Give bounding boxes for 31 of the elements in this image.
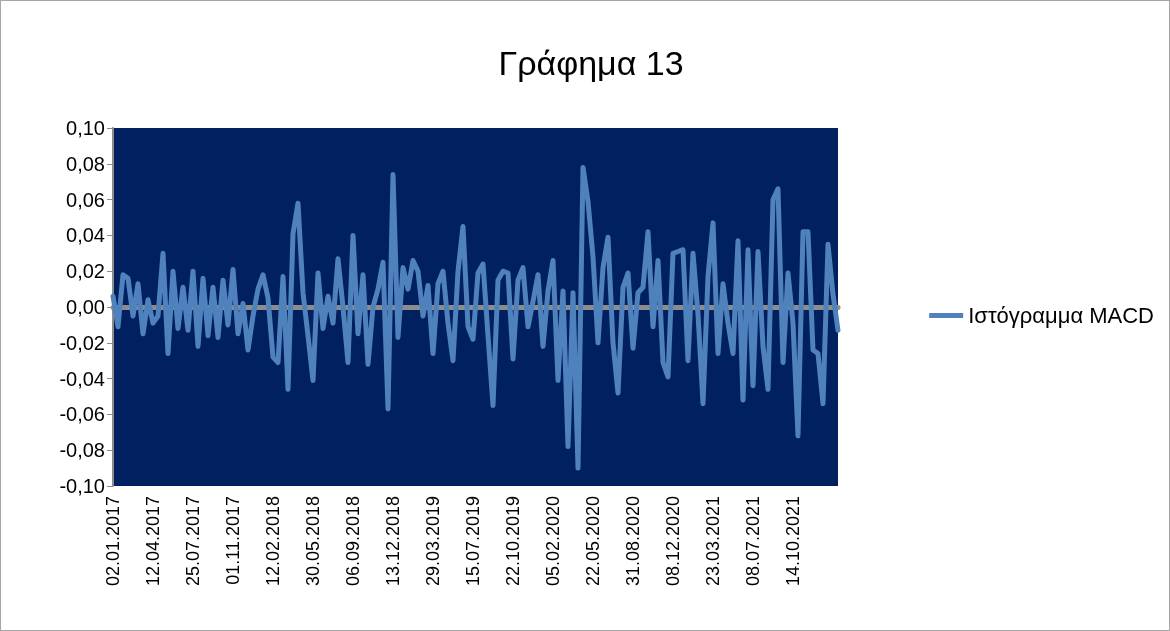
x-tick-label: 22.10.2019	[503, 496, 523, 587]
y-tick-label: 0,02	[66, 260, 105, 283]
x-tick-label: 08.12.2020	[663, 496, 683, 587]
legend-label: Ιστόγραμμα MACD	[968, 303, 1154, 328]
y-tick-label: 0,06	[66, 188, 105, 211]
x-tick-label: 23.03.2021	[703, 496, 723, 587]
y-tick-label: -0,10	[59, 475, 105, 497]
x-tick-label: 31.08.2020	[623, 496, 643, 587]
x-tick-label: 29.03.2019	[423, 496, 443, 587]
x-tick-label: 08.07.2021	[743, 496, 763, 587]
x-tick-label: 22.05.2020	[583, 496, 603, 587]
x-tick-label: 13.12.2018	[383, 496, 403, 587]
y-tick-label: -0,02	[59, 331, 105, 354]
x-tick-label: 14.10.2021	[783, 496, 803, 587]
y-tick-label: 0,08	[66, 152, 105, 175]
x-tick-label: 02.01.2017	[103, 496, 123, 587]
chart-title: Γράφημα 13	[498, 44, 684, 82]
x-tick-label: 12.04.2017	[143, 496, 163, 587]
x-tick-label: 25.07.2017	[183, 496, 203, 587]
x-tick-label: 05.02.2020	[543, 496, 563, 587]
y-tick-label: -0,08	[59, 439, 105, 462]
y-tick-label: 0,04	[66, 224, 105, 247]
x-tick-label: 30.05.2018	[303, 496, 323, 587]
y-tick-label: 0,00	[66, 296, 105, 318]
y-tick-label: 0,10	[66, 117, 105, 139]
x-tick-label: 15.07.2019	[463, 496, 483, 587]
y-tick-label: -0,04	[59, 367, 105, 390]
x-tick-label: 01.11.2017	[223, 496, 243, 585]
x-tick-label: 06.09.2018	[343, 496, 363, 587]
y-tick-label: -0,06	[59, 403, 105, 426]
x-tick-label: 12.02.2018	[263, 496, 283, 587]
